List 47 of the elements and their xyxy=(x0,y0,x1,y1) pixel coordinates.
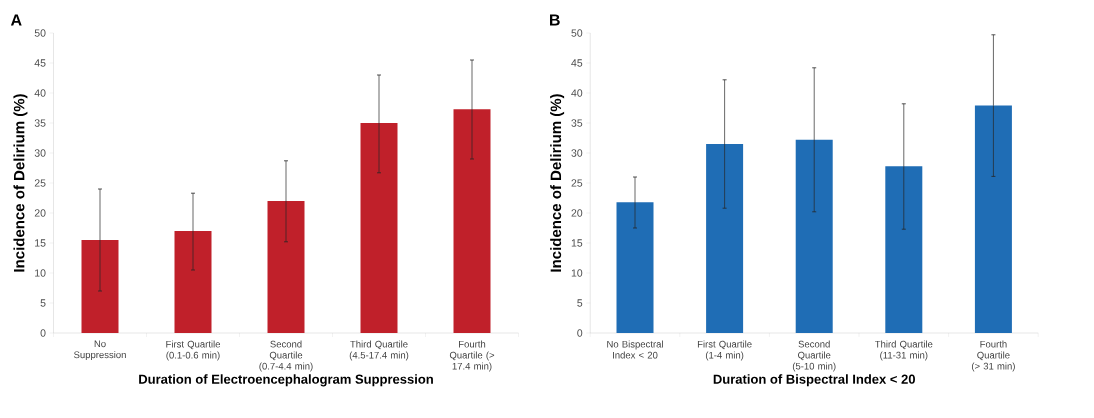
y-tick-label: 40 xyxy=(34,89,46,97)
y-tick-label: 45 xyxy=(571,59,583,67)
y-tick-label: 15 xyxy=(571,239,583,247)
bar xyxy=(360,123,398,333)
y-tick-label: 0 xyxy=(577,329,583,337)
bar xyxy=(974,105,1012,333)
x-tick-label: Second Quartile (5-10 min) xyxy=(792,340,836,372)
y-tick-label: 5 xyxy=(40,299,46,307)
x-axis-title: Duration of Bispectral Index < 20 xyxy=(713,374,915,387)
bar xyxy=(267,201,305,333)
y-tick-label: 35 xyxy=(34,119,46,127)
x-tick-label: Third Quartile (11-31 min) xyxy=(874,340,933,361)
chart-title: B xyxy=(550,14,560,26)
y-tick-label: 25 xyxy=(571,179,583,187)
x-axis-title: Duration of Electroencephalogram Suppression xyxy=(139,374,433,387)
y-tick-label: 25 xyxy=(34,179,46,187)
y-tick-label: 5 xyxy=(577,299,583,307)
y-tick-label: 50 xyxy=(34,29,46,37)
y-tick-label: 45 xyxy=(34,59,46,67)
bar xyxy=(616,202,654,333)
x-tick-label: First Quartile (0.1-0.6 min) xyxy=(166,340,221,361)
x-tick-label: No Bispectral Index < 20 xyxy=(607,340,663,359)
x-tick-label: No Suppression xyxy=(74,340,126,361)
bar xyxy=(706,144,744,333)
y-tick-label: 35 xyxy=(571,119,583,127)
x-tick-label: Fourth Quartile (> 31 min) xyxy=(971,340,1015,372)
y-tick-label: 10 xyxy=(35,269,46,277)
x-tick-label: First Quartile (1-4 min) xyxy=(697,340,752,361)
y-tick-label: 20 xyxy=(34,209,46,217)
y-tick-label: 10 xyxy=(571,269,583,277)
x-tick-label: Fourth Quartile (> 17.4 min) xyxy=(449,340,495,372)
y-tick-label: 30 xyxy=(34,149,46,157)
bar xyxy=(174,231,212,333)
chart-title: A xyxy=(10,14,22,26)
x-tick-label: Third Quartile (4.5-17.4 min) xyxy=(349,340,409,361)
bar xyxy=(795,139,833,333)
y-tick-label: 30 xyxy=(571,149,583,157)
y-axis-title: Incidence of Delirium (%) xyxy=(13,94,28,272)
x-tick-label: Second Quartile (0.7-4.4 min) xyxy=(259,340,313,372)
y-tick-label: 50 xyxy=(571,29,583,37)
y-tick-label: 0 xyxy=(40,329,46,337)
y-tick-label: 20 xyxy=(571,209,583,217)
bar xyxy=(453,109,491,333)
bar xyxy=(885,166,923,333)
y-axis-title: Incidence of Delirium (%) xyxy=(550,94,565,272)
y-tick-label: 40 xyxy=(571,89,583,97)
y-tick-label: 15 xyxy=(35,239,46,247)
